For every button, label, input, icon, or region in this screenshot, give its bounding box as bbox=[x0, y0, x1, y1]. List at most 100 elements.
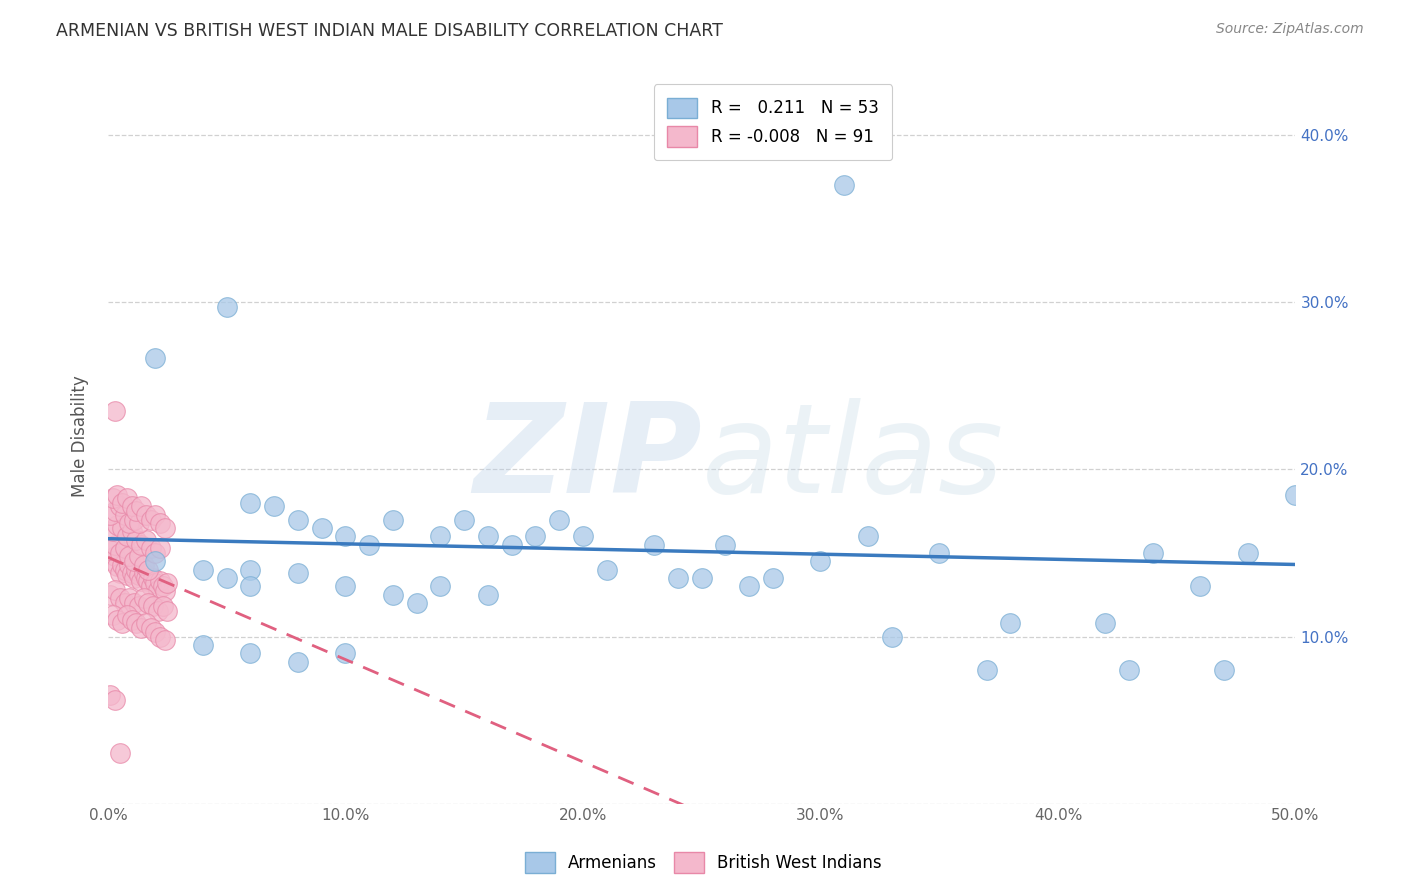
Point bbox=[118, 549, 141, 564]
Point bbox=[135, 508, 157, 522]
Point bbox=[111, 616, 134, 631]
Point bbox=[139, 513, 162, 527]
Point bbox=[125, 563, 148, 577]
Point bbox=[714, 538, 737, 552]
Legend: Armenians, British West Indians: Armenians, British West Indians bbox=[517, 846, 889, 880]
Point bbox=[129, 500, 152, 514]
Point bbox=[1189, 579, 1212, 593]
Point bbox=[142, 599, 165, 614]
Point bbox=[145, 576, 167, 591]
Point bbox=[928, 546, 950, 560]
Point bbox=[152, 579, 174, 593]
Point bbox=[104, 549, 127, 564]
Point bbox=[111, 558, 134, 572]
Point bbox=[139, 621, 162, 635]
Point bbox=[101, 554, 124, 568]
Point bbox=[98, 688, 121, 702]
Point bbox=[122, 596, 145, 610]
Point bbox=[146, 605, 169, 619]
Point bbox=[129, 621, 152, 635]
Legend: R =   0.211   N = 53, R = -0.008   N = 91: R = 0.211 N = 53, R = -0.008 N = 91 bbox=[654, 84, 891, 160]
Point bbox=[477, 588, 499, 602]
Point bbox=[104, 404, 127, 418]
Point bbox=[152, 599, 174, 614]
Point bbox=[107, 559, 129, 574]
Point bbox=[596, 563, 619, 577]
Point bbox=[287, 655, 309, 669]
Point bbox=[191, 563, 214, 577]
Point bbox=[104, 693, 127, 707]
Point bbox=[1213, 663, 1236, 677]
Point bbox=[738, 579, 761, 593]
Point bbox=[145, 508, 167, 522]
Point bbox=[121, 524, 143, 539]
Point bbox=[453, 513, 475, 527]
Point bbox=[101, 607, 124, 622]
Point bbox=[108, 747, 131, 761]
Point bbox=[107, 517, 129, 532]
Point bbox=[132, 566, 155, 580]
Point bbox=[125, 504, 148, 518]
Point bbox=[118, 558, 141, 572]
Point bbox=[129, 538, 152, 552]
Point bbox=[856, 529, 879, 543]
Point bbox=[128, 599, 150, 614]
Point bbox=[111, 496, 134, 510]
Point bbox=[156, 605, 179, 619]
Point bbox=[145, 554, 167, 568]
Point bbox=[108, 566, 131, 580]
Point bbox=[132, 558, 155, 572]
Point bbox=[98, 542, 121, 557]
Point bbox=[139, 541, 162, 555]
Point bbox=[142, 571, 165, 585]
Point bbox=[832, 178, 855, 193]
Point bbox=[98, 508, 121, 522]
Point bbox=[104, 538, 127, 552]
Point bbox=[215, 301, 238, 315]
Point bbox=[263, 500, 285, 514]
Point bbox=[153, 584, 176, 599]
Text: Source: ZipAtlas.com: Source: ZipAtlas.com bbox=[1216, 22, 1364, 37]
Point bbox=[114, 508, 136, 522]
Point bbox=[643, 538, 665, 552]
Point bbox=[239, 496, 262, 510]
Point bbox=[287, 566, 309, 580]
Point bbox=[111, 521, 134, 535]
Point bbox=[429, 579, 451, 593]
Point bbox=[797, 133, 820, 147]
Point bbox=[145, 624, 167, 639]
Point bbox=[107, 487, 129, 501]
Point bbox=[287, 513, 309, 527]
Text: atlas: atlas bbox=[702, 398, 1004, 518]
Point bbox=[239, 646, 262, 660]
Point bbox=[146, 582, 169, 597]
Point bbox=[1284, 487, 1306, 501]
Point bbox=[145, 351, 167, 365]
Y-axis label: Male Disability: Male Disability bbox=[72, 376, 89, 497]
Point bbox=[101, 491, 124, 505]
Point bbox=[810, 554, 832, 568]
Point bbox=[132, 591, 155, 606]
Point bbox=[121, 566, 143, 580]
Point bbox=[1237, 546, 1260, 560]
Point bbox=[335, 529, 357, 543]
Point bbox=[382, 588, 405, 602]
Point bbox=[335, 646, 357, 660]
Point bbox=[115, 567, 138, 582]
Point bbox=[121, 613, 143, 627]
Point bbox=[690, 571, 713, 585]
Point bbox=[114, 563, 136, 577]
Point bbox=[191, 638, 214, 652]
Point bbox=[104, 582, 127, 597]
Point bbox=[153, 521, 176, 535]
Point bbox=[114, 541, 136, 555]
Point bbox=[107, 613, 129, 627]
Point bbox=[122, 571, 145, 585]
Point bbox=[135, 616, 157, 631]
Point bbox=[477, 529, 499, 543]
Point bbox=[149, 574, 172, 589]
Point bbox=[139, 579, 162, 593]
Point bbox=[524, 529, 547, 543]
Point bbox=[138, 574, 160, 589]
Point bbox=[114, 596, 136, 610]
